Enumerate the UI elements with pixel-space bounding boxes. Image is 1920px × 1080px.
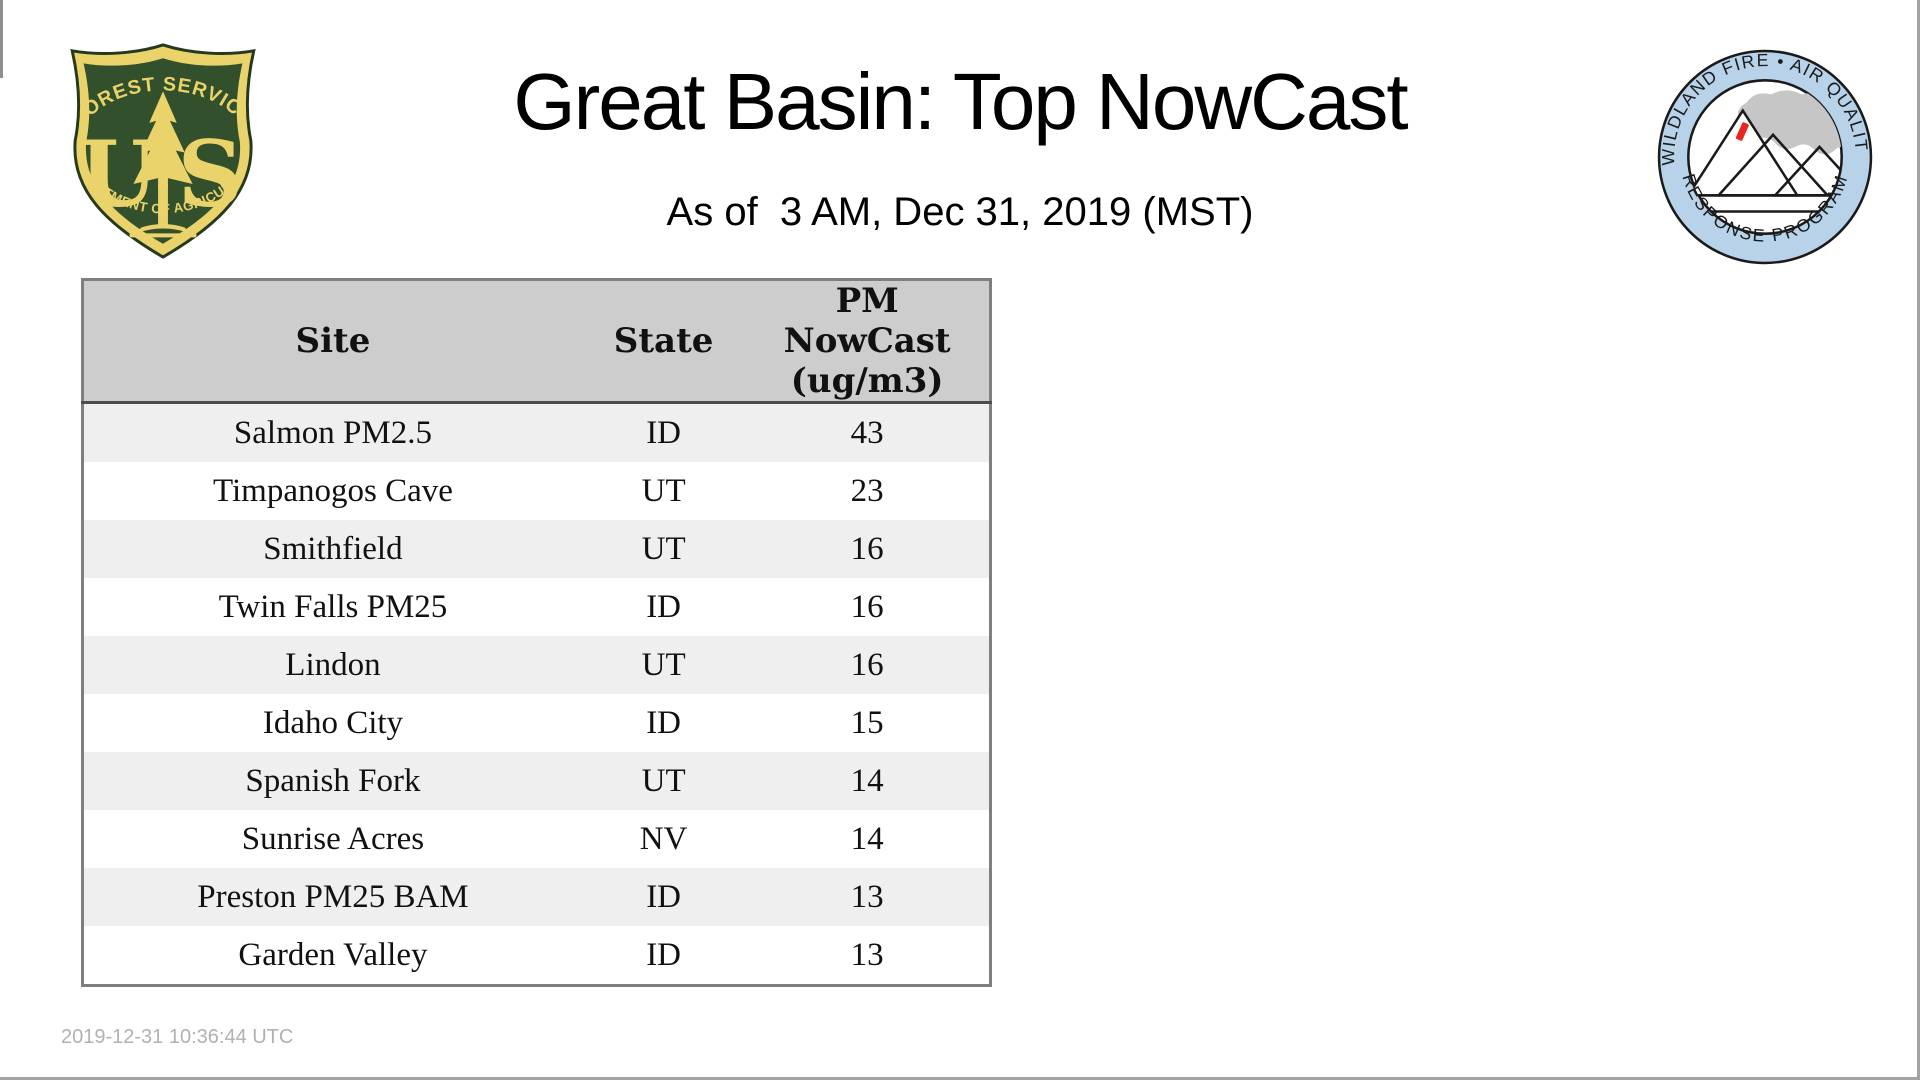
site-cell: Preston PM25 BAM — [197, 878, 469, 915]
state-cell: ID — [646, 588, 682, 625]
air-quality-program-logo: WILDLAND FIRE • AIR QUALITY RESPONSE PRO… — [1654, 46, 1873, 265]
column-header-pm-nowcast: PM NowCast (ug/m3) — [745, 279, 991, 405]
page-left-border-segment — [0, 0, 3, 78]
flame-mark-icon — [1735, 122, 1749, 141]
pm-nowcast-cell: 14 — [850, 820, 884, 857]
page-right-border — [1917, 0, 1920, 1080]
state-cell: UT — [641, 646, 686, 683]
site-cell: Idaho City — [262, 704, 404, 741]
pm-nowcast-cell: 16 — [850, 588, 884, 625]
column-header-site: Site — [82, 279, 582, 405]
pm-nowcast-cell: 43 — [850, 414, 884, 451]
table-row: Spanish Fork UT 14 — [82, 752, 991, 811]
site-cell: Twin Falls PM25 — [218, 588, 448, 625]
site-cell: Garden Valley — [238, 936, 428, 973]
table-header: Site State PM NowCast (ug/m3) — [82, 279, 991, 405]
forest-service-logo: FOREST SERVICE DEPARTMENT OF AGRICULTURE… — [64, 40, 256, 259]
table-row: Sunrise Acres NV 14 — [82, 810, 991, 869]
table-row: Salmon PM2.5 ID 43 — [82, 402, 991, 463]
table-row: Idaho City ID 15 — [82, 694, 991, 753]
state-cell: UT — [641, 762, 686, 799]
state-cell: UT — [641, 530, 686, 567]
mountains-icon — [1688, 108, 1842, 213]
state-cell: NV — [639, 820, 688, 857]
nowcast-table: Site State PM NowCast (ug/m3) Salmon PM2… — [81, 278, 992, 988]
pm-nowcast-cell: 15 — [850, 704, 884, 741]
generated-timestamp: 2019-12-31 10:36:44 UTC — [61, 1026, 294, 1048]
shield-letter-s: S — [178, 122, 244, 228]
table-header-row: Site State PM NowCast (ug/m3) — [82, 279, 991, 405]
state-cell: ID — [646, 704, 682, 741]
table-row: Smithfield UT 16 — [82, 520, 991, 579]
shield-icon: FOREST SERVICE DEPARTMENT OF AGRICULTURE… — [64, 40, 256, 259]
page-bottom-border — [0, 1077, 1920, 1080]
table-row: Lindon UT 16 — [82, 636, 991, 695]
state-cell: ID — [646, 414, 682, 451]
pm-nowcast-cell: 16 — [850, 646, 884, 683]
pm-nowcast-cell: 16 — [850, 530, 884, 567]
pm-nowcast-cell: 13 — [850, 936, 884, 973]
table-row: Twin Falls PM25 ID 16 — [82, 578, 991, 637]
pm-nowcast-cell: 13 — [850, 878, 884, 915]
table-row: Preston PM25 BAM ID 13 — [82, 868, 991, 927]
site-cell: Sunrise Acres — [241, 820, 425, 857]
page-title: Great Basin: Top NowCast — [513, 57, 1408, 146]
pine-tree-icon — [129, 91, 197, 238]
site-cell: Timpanogos Cave — [213, 472, 453, 509]
table-row: Timpanogos Cave UT 23 — [82, 462, 991, 521]
site-cell: Spanish Fork — [245, 762, 421, 799]
table-row: Garden Valley ID 13 — [82, 926, 991, 986]
site-cell: Lindon — [285, 646, 381, 683]
site-cell: Salmon PM2.5 — [233, 414, 432, 451]
column-header-state: State — [581, 279, 746, 405]
table-body: Salmon PM2.5 ID 43 Timpanogos Cave UT 23… — [82, 402, 991, 986]
pm-nowcast-cell: 23 — [850, 472, 884, 509]
state-cell: ID — [646, 878, 682, 915]
state-cell: UT — [641, 472, 686, 509]
pm-nowcast-cell: 14 — [850, 762, 884, 799]
state-cell: ID — [646, 936, 682, 973]
page-subtitle: As of 3 AM, Dec 31, 2019 (MST) — [666, 190, 1254, 234]
site-cell: Smithfield — [263, 530, 403, 567]
